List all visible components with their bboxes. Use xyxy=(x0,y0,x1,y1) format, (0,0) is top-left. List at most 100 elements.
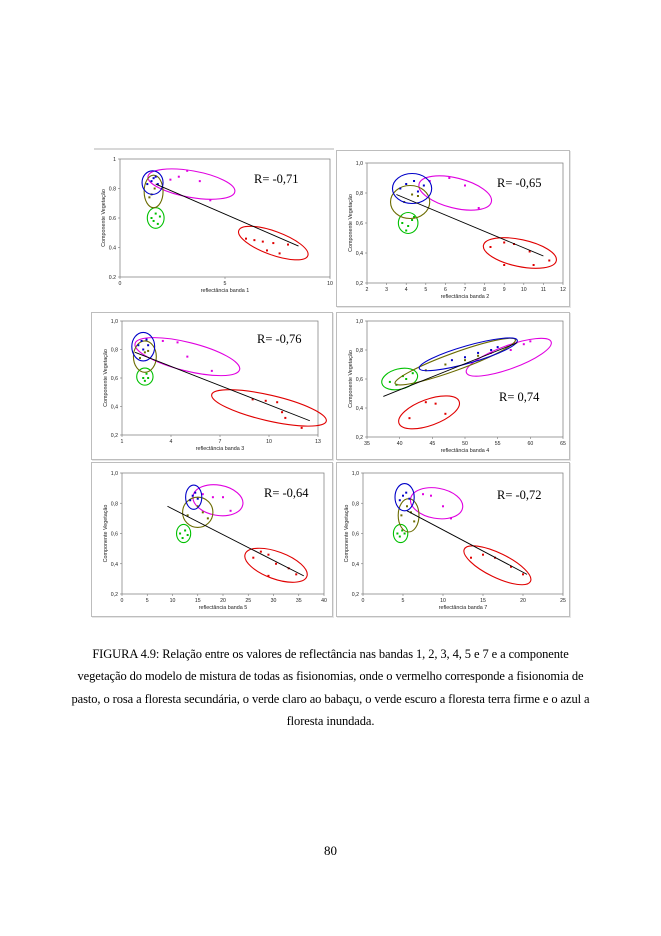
data-point xyxy=(284,416,287,419)
data-point xyxy=(189,499,192,502)
data-point xyxy=(147,349,150,352)
chart-banda-1: 1 0.8 0.6 0.4 0.2 0 5 10 reflectância banda 1 Com… xyxy=(94,145,334,305)
data-point xyxy=(496,346,499,349)
ellipse-floresta-inundada xyxy=(394,483,415,512)
y-tick-label: 0,6 xyxy=(352,532,359,538)
x-tick-label: 40 xyxy=(321,598,327,604)
data-point xyxy=(156,222,159,225)
data-point xyxy=(489,246,492,248)
data-point xyxy=(503,264,506,266)
data-point xyxy=(176,341,179,344)
y-axis-label: Componente Vegetação xyxy=(101,189,107,247)
data-point xyxy=(470,556,472,559)
data-point xyxy=(143,351,146,354)
data-point xyxy=(402,494,404,497)
ellipse-pasto xyxy=(463,545,532,586)
x-tick-label: 13 xyxy=(315,439,321,445)
chart-banda-7: 1,0 0,8 0,6 0,4 0,2 0 5 10 15 20 25 reflectância ba… xyxy=(336,462,570,617)
data-point xyxy=(422,184,425,187)
x-tick-label: 5 xyxy=(424,287,427,293)
chart-banda-2: 1,0 0,8 0,6 0,4 0,2 2 3 4 5 6 7 8 9 10 11 12 reflectânci… xyxy=(336,150,570,307)
x-axis-label: reflectância banda 1 xyxy=(201,288,250,294)
ellipse-floresta-secundária xyxy=(192,484,244,517)
data-point xyxy=(398,535,401,538)
y-tick-label: 1,0 xyxy=(356,161,363,167)
data-point xyxy=(503,241,506,244)
data-point xyxy=(222,496,224,499)
data-point xyxy=(142,377,145,379)
y-tick-label: 0.4 xyxy=(109,246,116,252)
x-axis-label: reflectância banda 5 xyxy=(199,605,248,611)
x-tick-label: 0 xyxy=(119,281,122,287)
x-tick-label: 15 xyxy=(480,598,486,604)
trend-line xyxy=(155,183,299,247)
x-tick-label: 10 xyxy=(170,598,176,604)
data-point xyxy=(400,514,403,517)
ellipse-floresta-terra-firme xyxy=(394,337,516,386)
data-point xyxy=(206,517,209,520)
x-tick-label: 7 xyxy=(464,287,467,293)
data-point xyxy=(209,199,212,202)
x-tick-label: 20 xyxy=(520,598,526,604)
x-tick-label: 55 xyxy=(495,441,501,447)
data-point xyxy=(407,225,410,227)
data-point xyxy=(444,412,447,415)
data-point xyxy=(490,349,493,351)
y-tick-label: 0,6 xyxy=(111,376,118,382)
ellipse-floresta-inundada xyxy=(185,484,203,510)
data-point xyxy=(287,243,289,246)
x-tick-label: 0 xyxy=(121,598,124,604)
x-tick-label: 12 xyxy=(560,287,566,293)
data-point xyxy=(528,250,531,253)
x-tick-label: 4 xyxy=(170,439,173,445)
correlation-label: R= 0,74 xyxy=(499,390,540,404)
data-point xyxy=(411,372,414,375)
y-axis-label: Componente Vegetação xyxy=(103,505,109,563)
data-point xyxy=(245,237,247,240)
x-tick-label: 5 xyxy=(402,598,405,604)
data-point xyxy=(398,499,401,502)
data-point xyxy=(477,351,480,354)
data-point xyxy=(522,343,525,346)
data-point xyxy=(405,229,408,232)
data-point xyxy=(211,496,214,499)
data-point xyxy=(424,401,427,404)
data-point xyxy=(450,359,453,362)
ellipse-floresta-terra-firme xyxy=(389,184,431,220)
x-tick-label: 10 xyxy=(440,598,446,604)
data-point xyxy=(411,219,414,221)
x-axis-label: reflectância banda 4 xyxy=(441,448,490,454)
chart-banda-3: 1,0 0,8 0,6 0,4 0,2 1 4 7 10 13 reflectância banda… xyxy=(91,312,333,460)
data-point xyxy=(405,378,408,380)
data-point xyxy=(413,520,416,523)
data-point xyxy=(403,532,406,535)
ellipse-floresta-terra-firme xyxy=(132,340,157,373)
x-axis-label: reflectância banda 3 xyxy=(196,446,245,452)
data-point xyxy=(406,505,408,508)
x-tick-label: 6 xyxy=(444,287,447,293)
data-point xyxy=(156,183,159,186)
ellipse-babaçu xyxy=(392,523,409,544)
x-tick-label: 30 xyxy=(271,598,277,604)
data-point xyxy=(281,411,284,414)
y-tick-label: 0,8 xyxy=(356,348,363,354)
correlation-label: R= -0,64 xyxy=(264,486,309,500)
data-point xyxy=(442,505,444,508)
data-point xyxy=(510,565,512,568)
x-tick-label: 60 xyxy=(527,441,533,447)
x-tick-label: 15 xyxy=(195,598,201,604)
x-axis-label: reflectância banda 2 xyxy=(441,294,490,300)
ellipse-floresta-terra-firme xyxy=(143,174,164,209)
ellipse-floresta-secundária xyxy=(409,487,464,520)
ellipse-pasto xyxy=(398,395,461,430)
scatter-banda5: 1,0 0,8 0,6 0,4 0,20 5 10 15 20 25 30 35 40 reflectân… xyxy=(103,471,327,611)
x-tick-label: 1 xyxy=(121,439,124,445)
x-tick-label: 5 xyxy=(146,598,149,604)
data-point xyxy=(146,183,149,186)
data-point xyxy=(186,169,189,172)
data-point xyxy=(416,195,419,197)
data-point xyxy=(430,494,432,497)
trend-line xyxy=(396,194,544,257)
x-tick-label: 40 xyxy=(397,441,403,447)
correlation-label: R= -0,72 xyxy=(497,488,542,502)
